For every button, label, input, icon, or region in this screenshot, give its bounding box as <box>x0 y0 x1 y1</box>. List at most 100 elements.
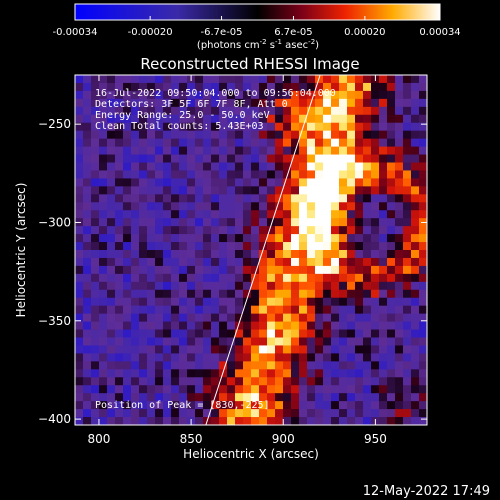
heatmap-cell <box>123 289 132 299</box>
heatmap-cell <box>147 226 156 235</box>
heatmap-cell <box>155 210 164 219</box>
heatmap-cell <box>139 273 148 283</box>
heatmap-cell <box>155 138 164 147</box>
heatmap-cell <box>139 321 148 330</box>
heatmap-cell <box>187 345 196 354</box>
heatmap-cell <box>115 106 124 116</box>
heatmap-cell <box>171 146 180 155</box>
heatmap-cell <box>219 162 228 171</box>
heatmap-cell <box>355 162 364 171</box>
heatmap-cell <box>299 106 308 116</box>
heatmap-cell <box>347 138 356 147</box>
heatmap-cell <box>123 138 132 147</box>
heatmap-cell <box>139 98 148 108</box>
heatmap-cell <box>75 281 84 291</box>
heatmap-cell <box>267 194 276 203</box>
heatmap-cell <box>411 385 420 394</box>
heatmap-cell <box>387 385 396 394</box>
heatmap-cell <box>251 353 260 362</box>
heatmap-cell <box>275 393 284 402</box>
heatmap-cell <box>219 409 228 418</box>
heatmap-cell <box>187 98 196 108</box>
heatmap-cell <box>419 98 427 108</box>
heatmap-cell <box>219 114 228 124</box>
heatmap-cell <box>187 162 196 171</box>
heatmap-cell <box>403 114 412 124</box>
heatmap-cell <box>243 393 252 402</box>
heatmap-cell <box>275 82 284 92</box>
heatmap-cell <box>419 393 427 402</box>
heatmap-cell <box>155 194 164 203</box>
heatmap-cell <box>291 194 300 203</box>
heatmap-cell <box>107 82 116 92</box>
heatmap-cell <box>275 417 284 425</box>
heatmap-cell <box>387 98 396 108</box>
heatmap-cell <box>347 377 356 386</box>
heatmap-cell <box>419 313 427 322</box>
heatmap-cell <box>195 297 204 307</box>
heatmap-cell <box>387 305 396 315</box>
heatmap-cell <box>187 178 196 187</box>
heatmap-cell <box>131 289 140 299</box>
heatmap-cell <box>267 265 276 275</box>
heatmap-cell <box>179 417 188 425</box>
heatmap-cell <box>123 75 132 84</box>
heatmap-cell <box>275 353 284 362</box>
heatmap-cell <box>139 114 148 124</box>
heatmap-cell <box>315 82 324 92</box>
heatmap-cell <box>259 210 268 219</box>
heatmap-cell <box>179 281 188 291</box>
heatmap-cell <box>235 114 244 124</box>
heatmap-cell <box>179 401 188 410</box>
heatmap-cell <box>235 401 244 410</box>
heatmap-cell <box>123 337 132 346</box>
heatmap-cell <box>363 82 372 92</box>
heatmap-cell <box>107 106 116 116</box>
heatmap-cell <box>163 202 172 211</box>
heatmap-cell <box>107 345 116 354</box>
heatmap-cell <box>339 329 348 338</box>
heatmap-cell <box>83 345 92 354</box>
heatmap-cell <box>299 75 308 84</box>
heatmap-cell <box>355 369 364 378</box>
heatmap-cell <box>395 90 404 100</box>
heatmap-cell <box>267 162 276 171</box>
footer-timestamp: 12-May-2022 17:49 <box>363 484 490 499</box>
heatmap-cell <box>171 385 180 394</box>
heatmap-cell <box>347 75 356 84</box>
heatmap-cell <box>331 186 340 195</box>
heatmap-cell <box>379 194 388 203</box>
heatmap-cell <box>235 369 244 378</box>
heatmap-cell <box>387 130 396 140</box>
heatmap-cell <box>323 313 332 322</box>
heatmap-cell <box>411 138 420 147</box>
heatmap-cell <box>155 257 164 267</box>
heatmap-cell <box>107 186 116 195</box>
heatmap-cell <box>259 377 268 386</box>
heatmap-cell <box>363 194 372 203</box>
heatmap-cell <box>387 393 396 402</box>
heatmap-cell <box>347 218 356 227</box>
heatmap-cell <box>155 226 164 235</box>
heatmap-cell <box>355 178 364 187</box>
heatmap-cell <box>131 138 140 147</box>
heatmap-cell <box>411 202 420 211</box>
heatmap-cell <box>147 170 156 179</box>
heatmap-cell <box>163 289 172 299</box>
heatmap-cell <box>139 337 148 346</box>
heatmap-cell <box>115 281 124 291</box>
heatmap-cell <box>219 345 228 354</box>
heatmap-cell <box>155 353 164 362</box>
heatmap-cell <box>107 361 116 370</box>
heatmap-cell <box>379 98 388 108</box>
heatmap-cell <box>315 210 324 219</box>
heatmap-cell <box>387 106 396 116</box>
annotation-energy: Energy Range: 25.0 - 50.0 keV <box>95 110 270 121</box>
heatmap-cell <box>379 361 388 370</box>
heatmap-cell <box>179 194 188 203</box>
heatmap-cell <box>99 250 108 259</box>
heatmap-cell <box>235 242 244 251</box>
heatmap-cell <box>291 281 300 291</box>
heatmap-cell <box>419 401 427 410</box>
heatmap-cell <box>411 178 420 187</box>
